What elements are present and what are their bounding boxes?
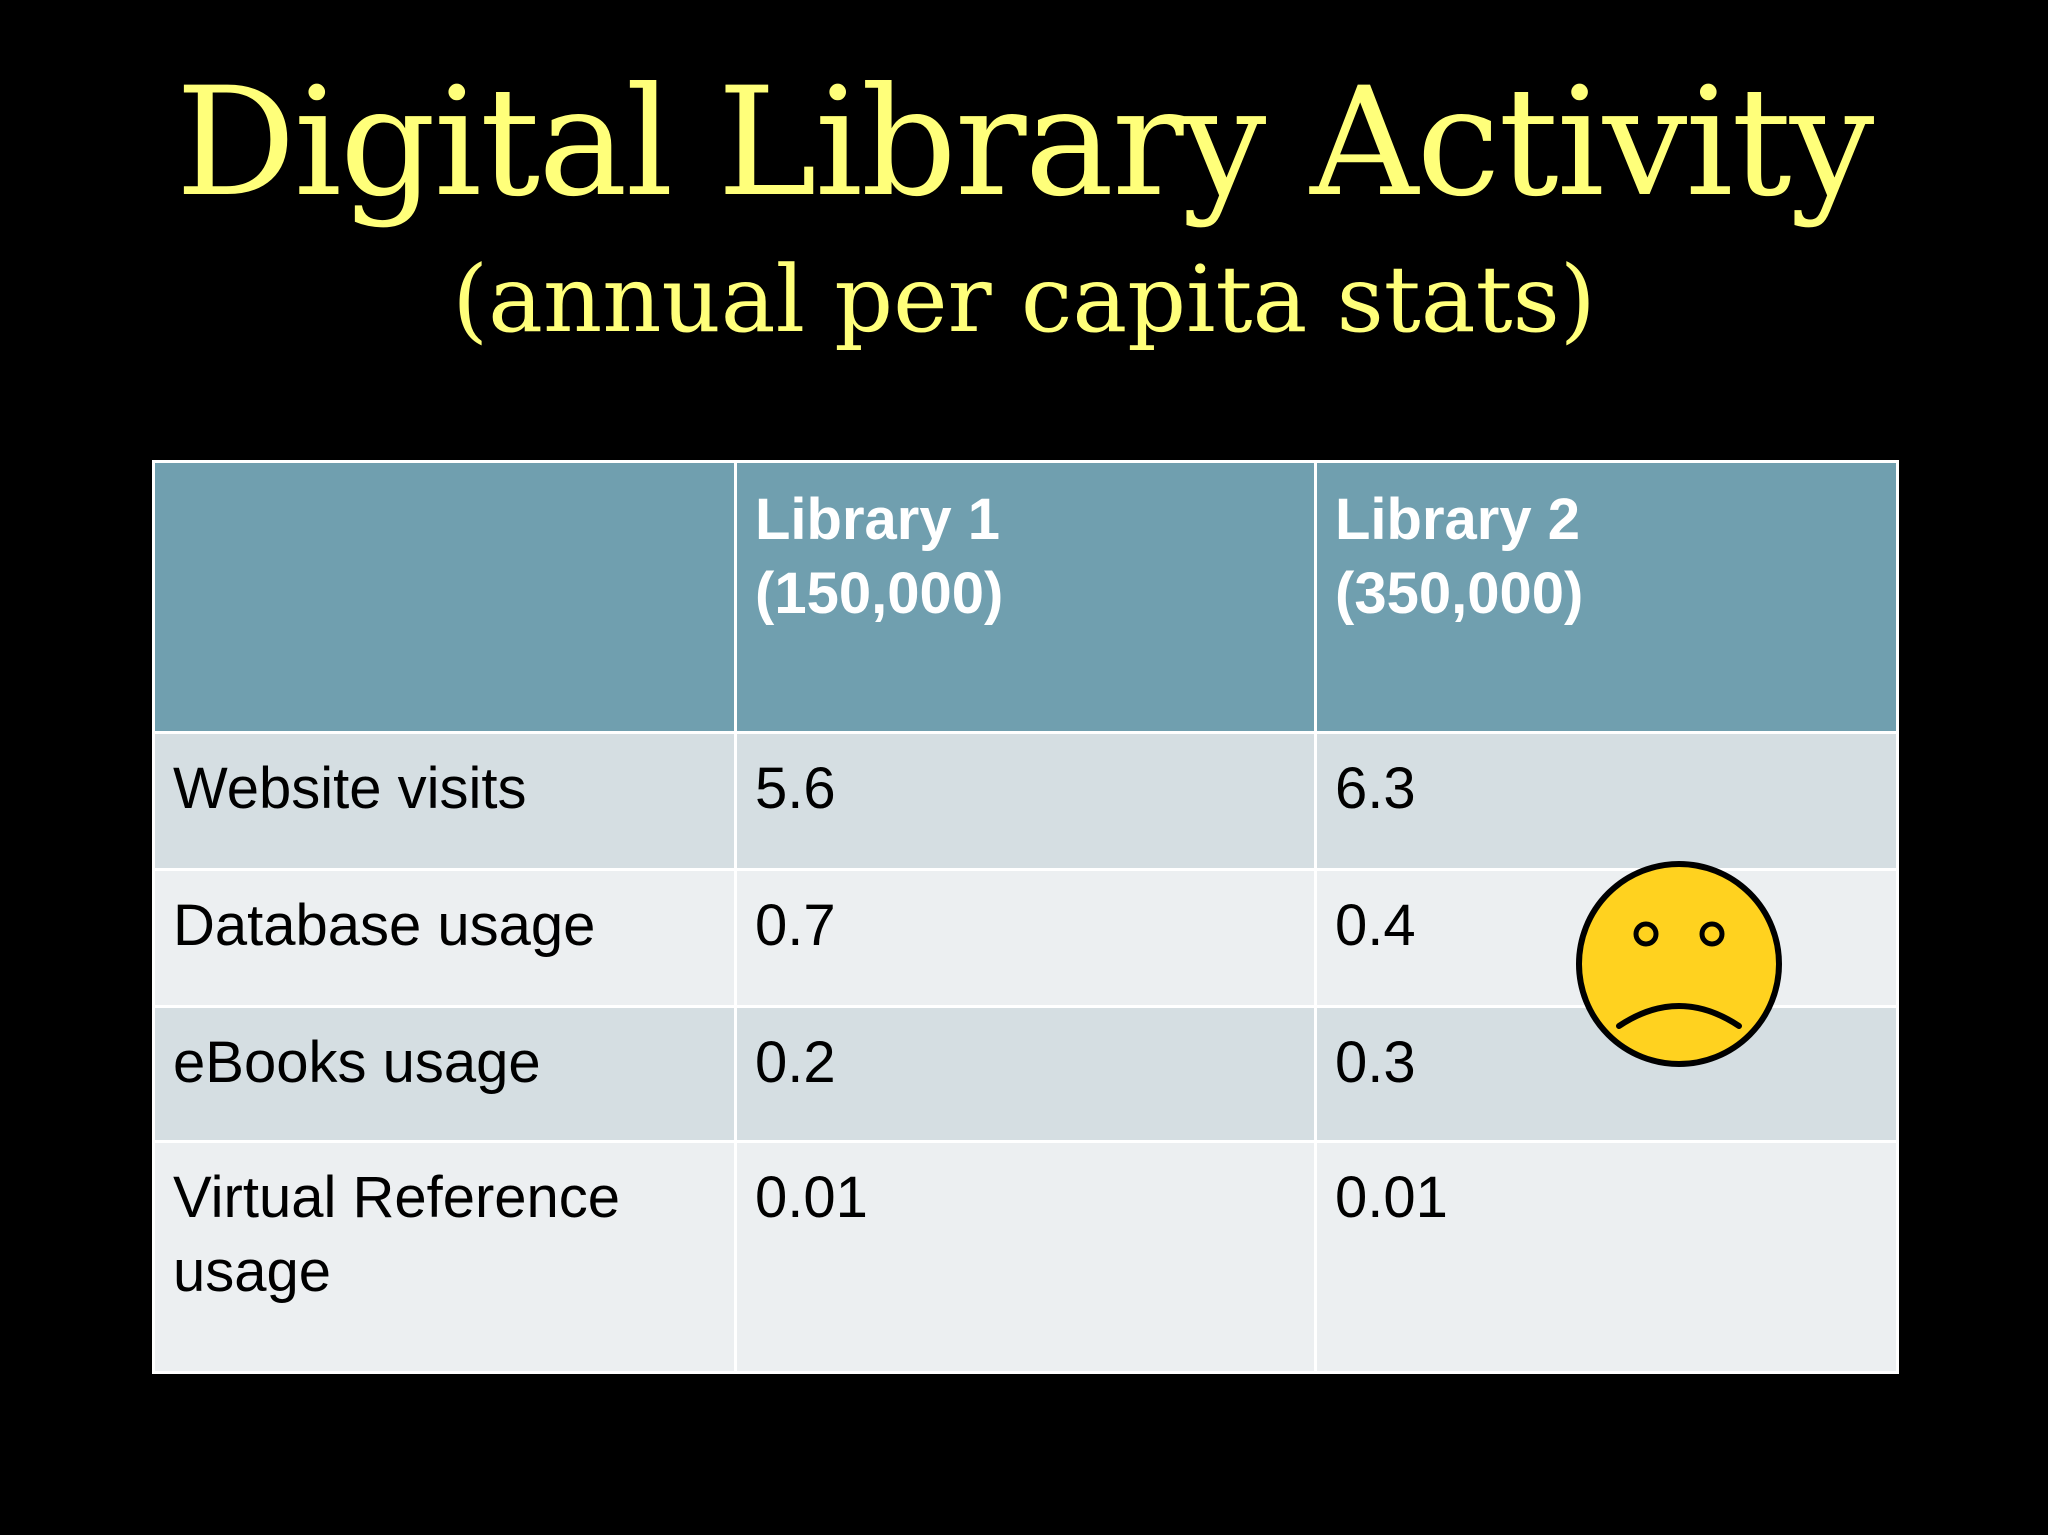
metric-cell: eBooks usage (152, 1005, 737, 1143)
library-1-value: 0.7 (734, 868, 1317, 1008)
table-row: eBooks usage 0.2 0.3 (152, 1005, 1899, 1143)
metric-line-2: usage (173, 1239, 332, 1304)
library-2-value: 0.3 (1314, 1005, 1899, 1143)
slide-subtitle: (annual per capita stats) (452, 246, 1596, 353)
table-header-row: Library 1 (150,000) Library 2 (350,000) (152, 460, 1899, 734)
header-library-2-population: (350,000) (1335, 561, 1584, 626)
metric-cell: Virtual Reference usage (152, 1140, 737, 1374)
stats-table: Library 1 (150,000) Library 2 (350,000) … (152, 460, 1899, 1374)
table-row: Virtual Reference usage 0.01 0.01 (152, 1140, 1899, 1374)
library-2-value: 6.3 (1314, 731, 1899, 871)
header-library-1-name: Library 1 (755, 487, 1000, 552)
library-1-value: 0.01 (734, 1140, 1317, 1374)
table-row: Website visits 5.6 6.3 (152, 731, 1899, 871)
header-cell-library-2: Library 2 (350,000) (1314, 460, 1899, 734)
library-1-value: 0.2 (734, 1005, 1317, 1143)
stats-table-container: Library 1 (150,000) Library 2 (350,000) … (152, 460, 1899, 1374)
header-cell-empty (152, 460, 737, 734)
header-cell-library-1: Library 1 (150,000) (734, 460, 1317, 734)
metric-line-1: Virtual Reference (173, 1165, 621, 1230)
header-library-1-population: (150,000) (755, 561, 1004, 626)
header-library-2-name: Library 2 (1335, 487, 1580, 552)
slide-title: Digital Library Activity (175, 56, 1875, 230)
library-2-value: 0.01 (1314, 1140, 1899, 1374)
metric-cell: Database usage (152, 868, 737, 1008)
library-1-value: 5.6 (734, 731, 1317, 871)
metric-cell: Website visits (152, 731, 737, 871)
frown-face-icon (1576, 861, 1782, 1067)
